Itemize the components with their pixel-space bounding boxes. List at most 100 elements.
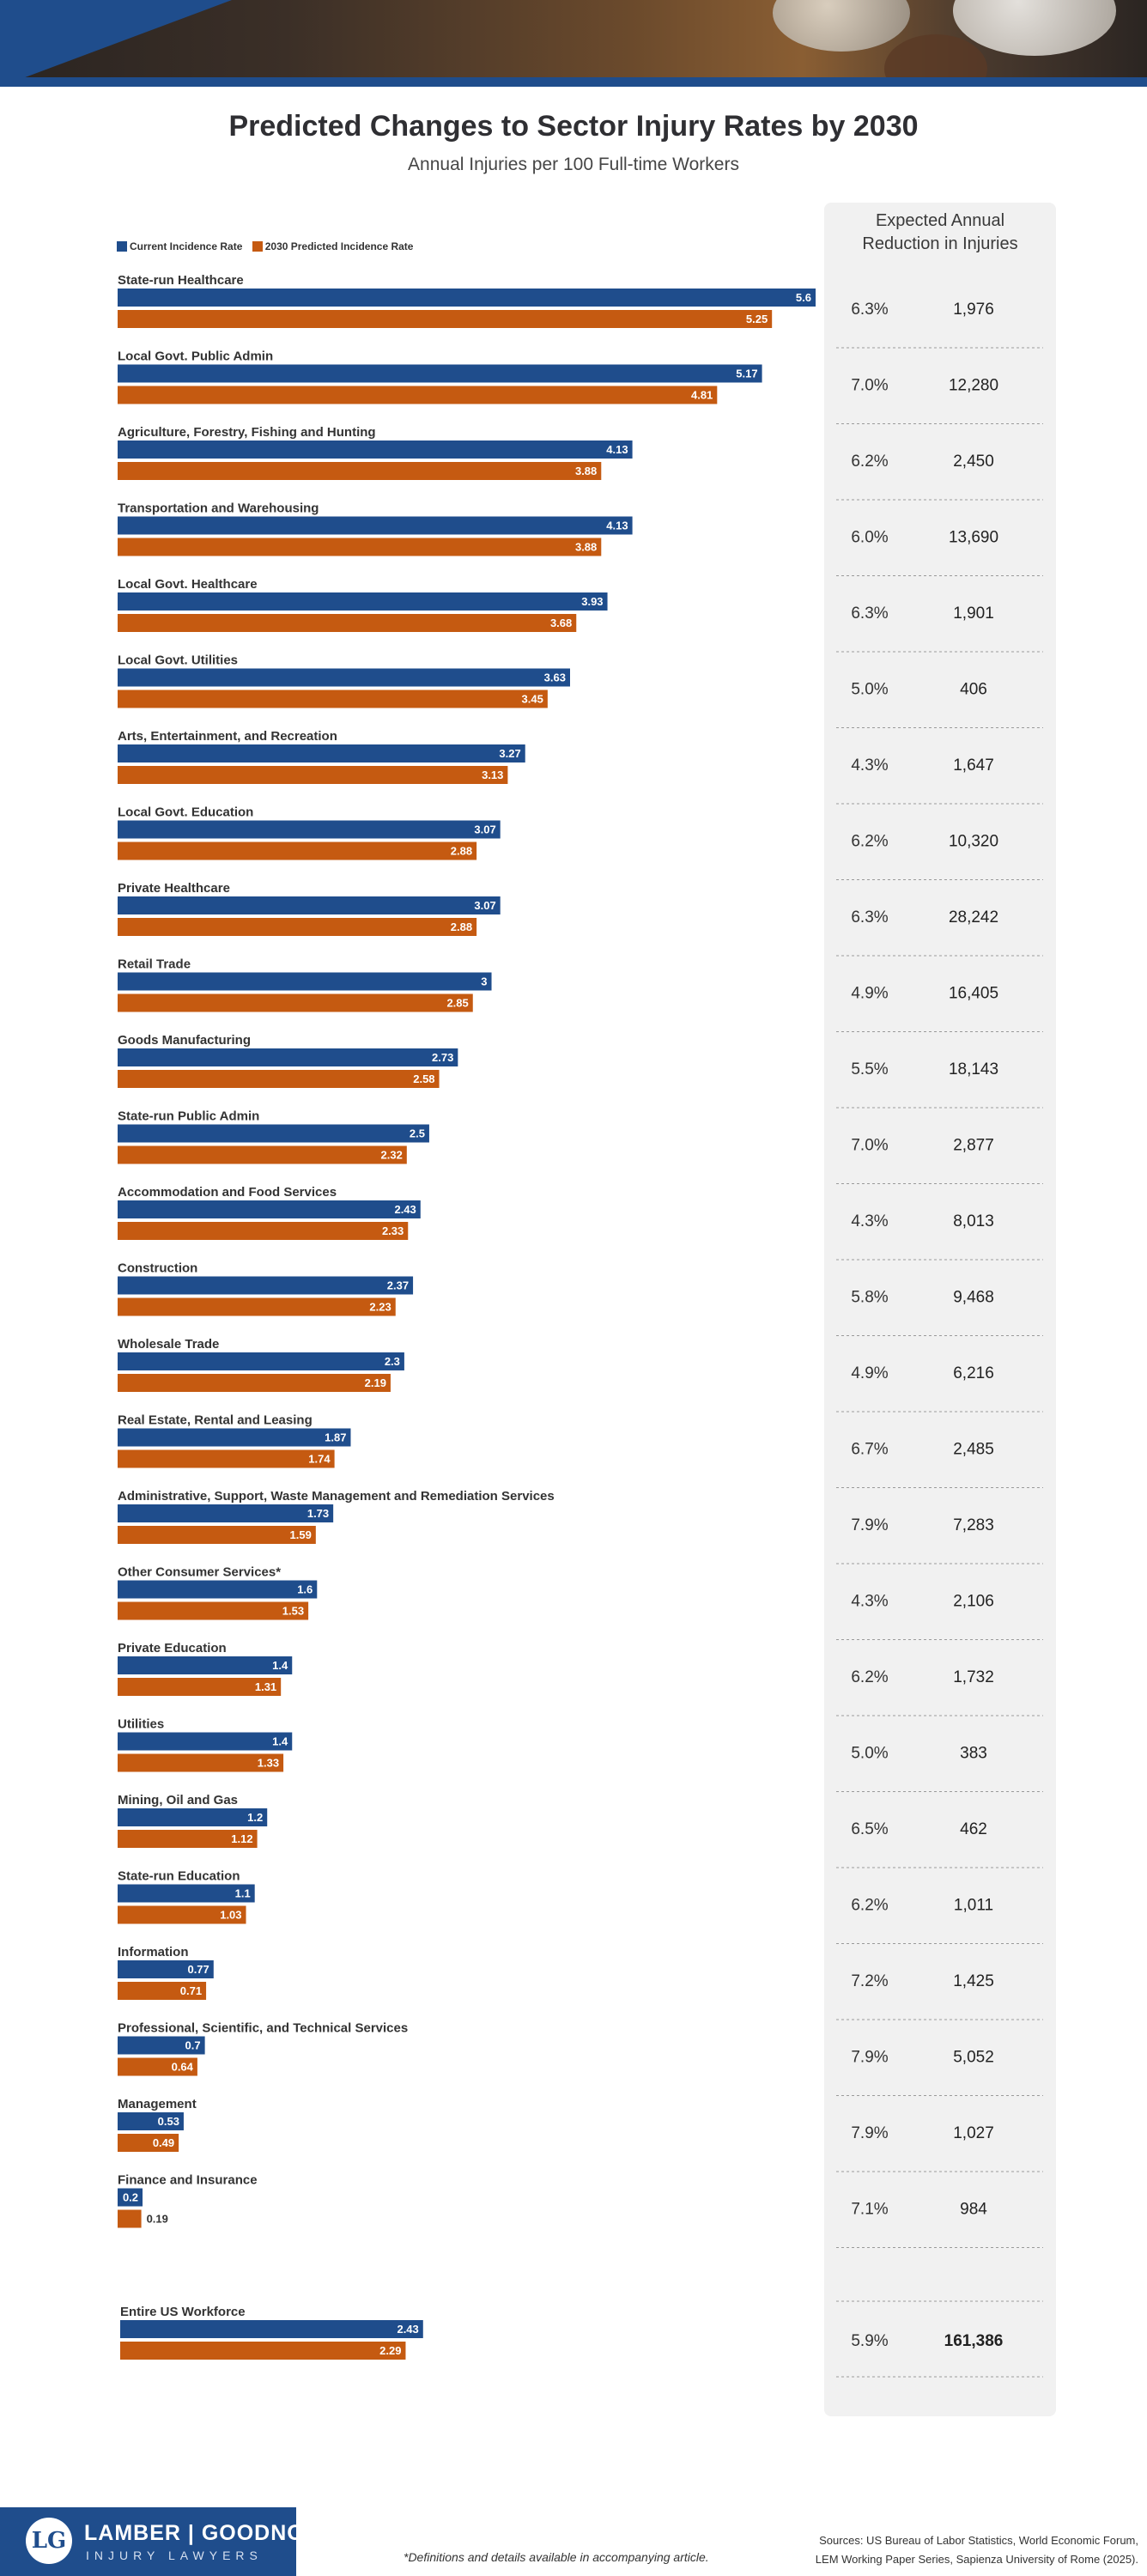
data-label-predicted: 0.19: [147, 2213, 168, 2226]
bar-predicted: [118, 1449, 335, 1468]
category-label: Management: [118, 2097, 197, 2111]
bar-chart: State-run Healthcare 5.6 5.25 6.3% 1,976 Loca…: [118, 273, 1043, 2378]
panel-title-line: Expected Annual: [875, 211, 1005, 230]
data-label-predicted: 4.81: [691, 389, 713, 402]
injury-reduction: 462: [960, 1820, 987, 1838]
bar-current: [118, 2188, 143, 2207]
data-label-predicted: 2.32: [381, 1149, 403, 1162]
chart-legend: Current Incidence Rate 2030 Predicted In…: [117, 240, 420, 254]
injury-reduction: 2,450: [953, 453, 994, 471]
bar-predicted: [118, 1526, 316, 1544]
footnote: *Definitions and details available in ac…: [404, 2550, 709, 2564]
bar-current: [118, 364, 762, 383]
injury-reduction: 16,405: [949, 985, 998, 1003]
data-label-current: 5.6: [796, 291, 811, 304]
injury-reduction: 10,320: [949, 833, 998, 851]
bar-current: [118, 1960, 214, 1978]
category-label: Local Govt. Utilities: [118, 653, 238, 668]
data-label-current: 2.3: [385, 1355, 400, 1368]
data-label-current: 2.5: [410, 1127, 425, 1140]
injury-reduction: 1,732: [953, 1668, 994, 1686]
data-label-current: 1.4: [272, 1735, 288, 1748]
bar-current: [118, 2112, 184, 2130]
bar-current: [118, 2036, 205, 2055]
bar-predicted: [118, 1905, 246, 1924]
bar-current: [118, 440, 633, 459]
bar-current: [118, 592, 608, 611]
logo-name: LAMBER | GOODNOW: [84, 2521, 326, 2545]
reduction-panel-title: Expected Annual Reduction in Injuries: [824, 210, 1056, 256]
bar-current: [118, 1124, 429, 1143]
percent-reduction: 6.3%: [851, 605, 888, 623]
percent-reduction: 6.7%: [851, 1441, 888, 1459]
bar-predicted: [118, 462, 602, 480]
legend-item-current: Current Incidence Rate: [117, 240, 242, 252]
data-label-current: 3.07: [474, 899, 495, 912]
percent-reduction: 7.0%: [851, 377, 888, 395]
bar-predicted: [118, 1222, 409, 1240]
data-label-current: 3.27: [499, 747, 520, 760]
data-label-current: 3.07: [474, 823, 495, 836]
bar-predicted: [118, 1374, 391, 1392]
legend-swatch-current: [117, 241, 127, 252]
percent-reduction: 6.5%: [851, 1820, 888, 1838]
injury-reduction: 6,216: [953, 1364, 994, 1382]
chart-subtitle: Annual Injuries per 100 Full-time Worker…: [408, 155, 739, 174]
percent-reduction: 6.2%: [851, 833, 888, 851]
injury-reduction: 1,647: [953, 756, 994, 775]
category-label: Entire US Workforce: [120, 2305, 246, 2319]
panel-title-line: Reduction in Injuries: [862, 234, 1018, 253]
data-label-predicted: 0.71: [180, 1984, 202, 1997]
sources: Sources: US Bureau of Labor Statistics, …: [769, 2531, 1138, 2569]
percent-reduction: 4.9%: [851, 985, 888, 1003]
bar-current: [118, 1200, 421, 1218]
percent-reduction: 7.9%: [851, 2124, 888, 2142]
data-label-current: 3: [481, 975, 487, 988]
data-label-current: 3.93: [581, 595, 603, 608]
bar-current: [118, 1048, 458, 1066]
injury-reduction: 28,242: [949, 908, 998, 927]
injury-reduction: 12,280: [949, 377, 998, 395]
data-label-current: 3.63: [544, 671, 566, 684]
category-label: Arts, Entertainment, and Recreation: [118, 729, 337, 744]
data-label-current: 2.73: [432, 1051, 453, 1064]
category-label: Mining, Oil and Gas: [118, 1793, 238, 1807]
legend-label-current: Current Incidence Rate: [130, 240, 243, 252]
legend-swatch-predicted: [252, 241, 263, 252]
percent-reduction: 5.5%: [851, 1060, 888, 1078]
data-label-predicted: 5.25: [746, 313, 768, 325]
category-label: Agriculture, Forestry, Fishing and Hunti…: [118, 425, 376, 440]
bar-predicted: [118, 1678, 282, 1696]
data-label-predicted: 2.88: [451, 845, 472, 858]
data-label-current: 4.13: [606, 443, 628, 456]
bar-current: [120, 2320, 423, 2338]
data-label-predicted: 2.23: [369, 1301, 391, 1314]
category-label: Information: [118, 1945, 189, 1959]
percent-reduction: 7.2%: [851, 1972, 888, 1990]
injury-reduction: 2,485: [953, 1441, 994, 1459]
data-label-predicted: 2.58: [413, 1072, 434, 1085]
percent-reduction: 5.0%: [851, 1745, 888, 1763]
data-label-current: 1.73: [307, 1507, 329, 1520]
data-label-current: 0.77: [187, 1963, 209, 1976]
injury-reduction: 2,877: [953, 1137, 994, 1155]
bar-current: [118, 289, 816, 307]
category-label: State-run Public Admin: [118, 1109, 259, 1124]
category-label: Local Govt. Education: [118, 805, 253, 820]
bar-predicted: [118, 386, 718, 404]
injury-reduction: 13,690: [949, 529, 998, 547]
bar-current: [118, 1428, 351, 1447]
percent-reduction: 4.3%: [851, 756, 888, 775]
bar-predicted: [118, 310, 773, 328]
category-label: Professional, Scientific, and Technical …: [118, 2021, 408, 2036]
percent-reduction: 5.0%: [851, 681, 888, 699]
bar-current: [118, 744, 525, 762]
header-photo: [0, 0, 1147, 87]
percent-reduction: 4.9%: [851, 1364, 888, 1382]
data-label-current: 4.13: [606, 519, 628, 532]
injury-reduction: 8,013: [953, 1212, 994, 1230]
bar-predicted: [118, 1830, 258, 1848]
category-label: Other Consumer Services*: [118, 1565, 281, 1580]
bar-current: [118, 1580, 318, 1599]
percent-reduction: 4.3%: [851, 1212, 888, 1230]
